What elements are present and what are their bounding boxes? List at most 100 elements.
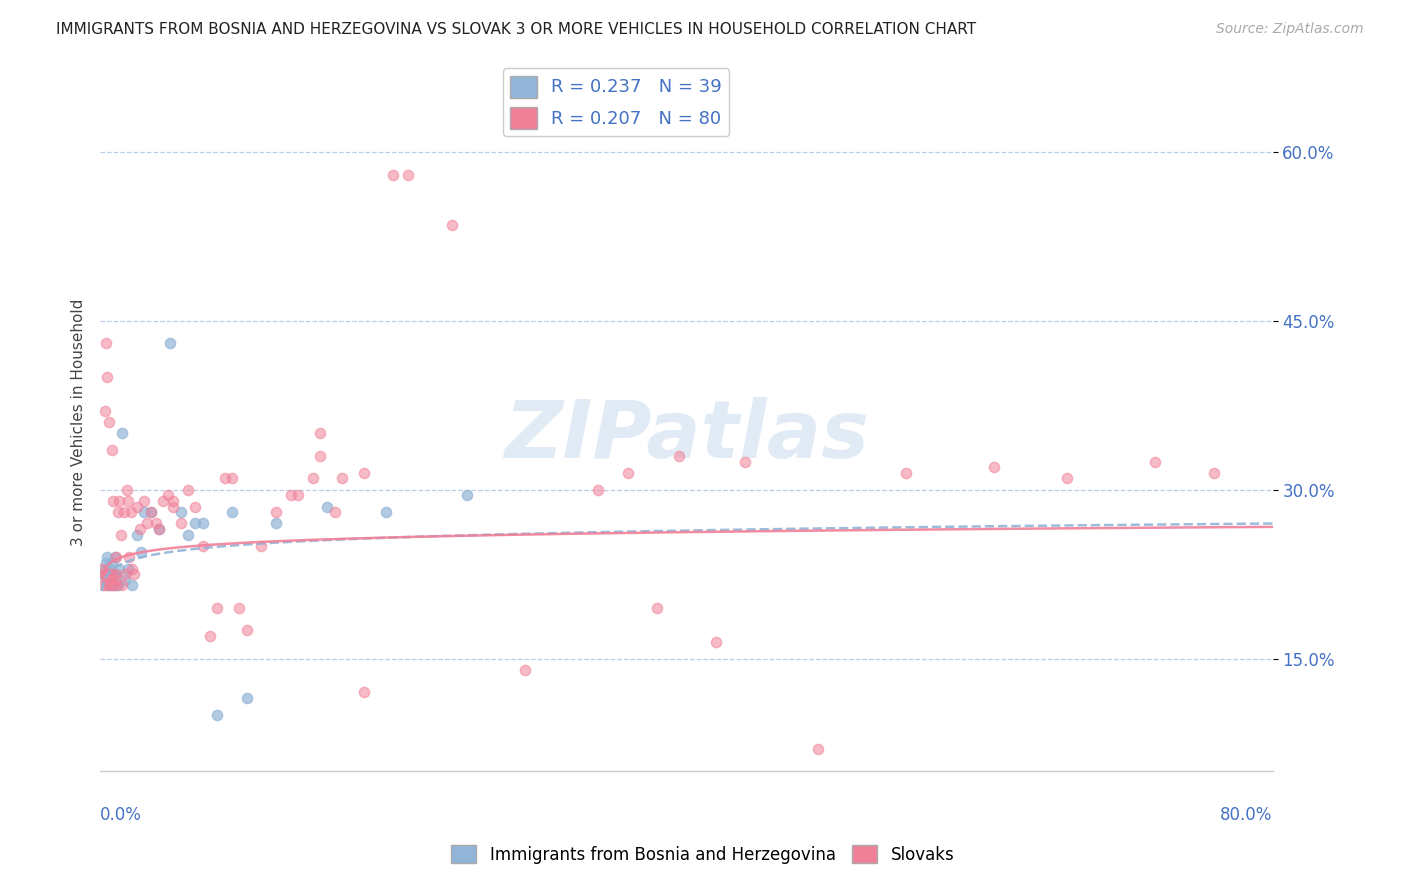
Point [114, 573, 136, 587]
Point [456, 488, 478, 502]
Point [132, 494, 155, 508]
Point [374, 505, 396, 519]
Point [894, 466, 917, 480]
Point [105, 578, 128, 592]
Point [118, 550, 141, 565]
Point [93, 404, 115, 418]
Point [108, 494, 131, 508]
Point [96, 550, 118, 565]
Point [323, 505, 346, 519]
Point [309, 449, 332, 463]
Point [152, 494, 174, 508]
Point [170, 505, 193, 519]
Legend: R = 0.237   N = 39, R = 0.207   N = 80: R = 0.237 N = 39, R = 0.207 N = 80 [502, 69, 730, 136]
Point [287, 488, 309, 502]
Point [117, 494, 139, 508]
Point [101, 556, 124, 570]
Point [734, 454, 756, 468]
Point [214, 471, 236, 485]
Point [250, 539, 273, 553]
Point [104, 550, 127, 565]
Point [94, 573, 117, 587]
Point [117, 561, 139, 575]
Point [440, 218, 463, 232]
Point [90, 561, 112, 575]
Point [353, 466, 375, 480]
Point [396, 168, 419, 182]
Point [112, 505, 135, 519]
Point [136, 516, 159, 531]
Point [301, 471, 323, 485]
Point [103, 567, 125, 582]
Point [104, 573, 127, 587]
Point [191, 516, 214, 531]
Point [264, 505, 287, 519]
Point [108, 561, 131, 575]
Point [114, 567, 136, 582]
Text: Source: ZipAtlas.com: Source: ZipAtlas.com [1216, 22, 1364, 37]
Point [101, 578, 124, 592]
Point [148, 522, 170, 536]
Point [115, 483, 138, 497]
Point [588, 483, 610, 497]
Point [1202, 466, 1225, 480]
Point [93, 561, 115, 575]
Point [111, 578, 134, 592]
Point [221, 505, 243, 519]
Point [221, 471, 243, 485]
Point [103, 578, 125, 592]
Point [125, 500, 148, 514]
Point [129, 544, 152, 558]
Point [91, 567, 114, 582]
Point [159, 336, 181, 351]
Point [1056, 471, 1078, 485]
Point [121, 561, 143, 575]
Point [1144, 454, 1167, 468]
Point [170, 516, 193, 531]
Point [162, 494, 184, 508]
Point [235, 690, 257, 705]
Point [132, 505, 155, 519]
Point [645, 601, 668, 615]
Point [513, 663, 536, 677]
Point [264, 516, 287, 531]
Point [309, 426, 332, 441]
Point [94, 578, 117, 592]
Point [93, 567, 115, 582]
Point [177, 527, 200, 541]
Point [141, 505, 163, 519]
Point [100, 573, 122, 587]
Y-axis label: 3 or more Vehicles in Household: 3 or more Vehicles in Household [72, 299, 86, 546]
Point [91, 578, 114, 592]
Point [122, 567, 145, 582]
Point [177, 483, 200, 497]
Point [97, 567, 120, 582]
Point [128, 522, 150, 536]
Point [330, 471, 353, 485]
Point [382, 168, 405, 182]
Point [156, 488, 179, 502]
Point [97, 415, 120, 429]
Point [110, 527, 132, 541]
Point [120, 505, 142, 519]
Point [316, 500, 339, 514]
Point [616, 466, 638, 480]
Point [228, 601, 250, 615]
Point [145, 516, 167, 531]
Point [100, 573, 122, 587]
Point [104, 567, 127, 582]
Text: IMMIGRANTS FROM BOSNIA AND HERZEGOVINA VS SLOVAK 3 OR MORE VEHICLES IN HOUSEHOLD: IMMIGRANTS FROM BOSNIA AND HERZEGOVINA V… [56, 22, 976, 37]
Text: 0.0%: 0.0% [100, 806, 142, 824]
Legend: Immigrants from Bosnia and Herzegovina, Slovaks: Immigrants from Bosnia and Herzegovina, … [444, 838, 962, 871]
Point [94, 556, 117, 570]
Point [105, 550, 128, 565]
Point [104, 578, 127, 592]
Point [105, 567, 128, 582]
Point [184, 516, 207, 531]
Point [100, 578, 122, 592]
Point [94, 336, 117, 351]
Point [353, 685, 375, 699]
Point [125, 527, 148, 541]
Point [184, 500, 207, 514]
Point [280, 488, 302, 502]
